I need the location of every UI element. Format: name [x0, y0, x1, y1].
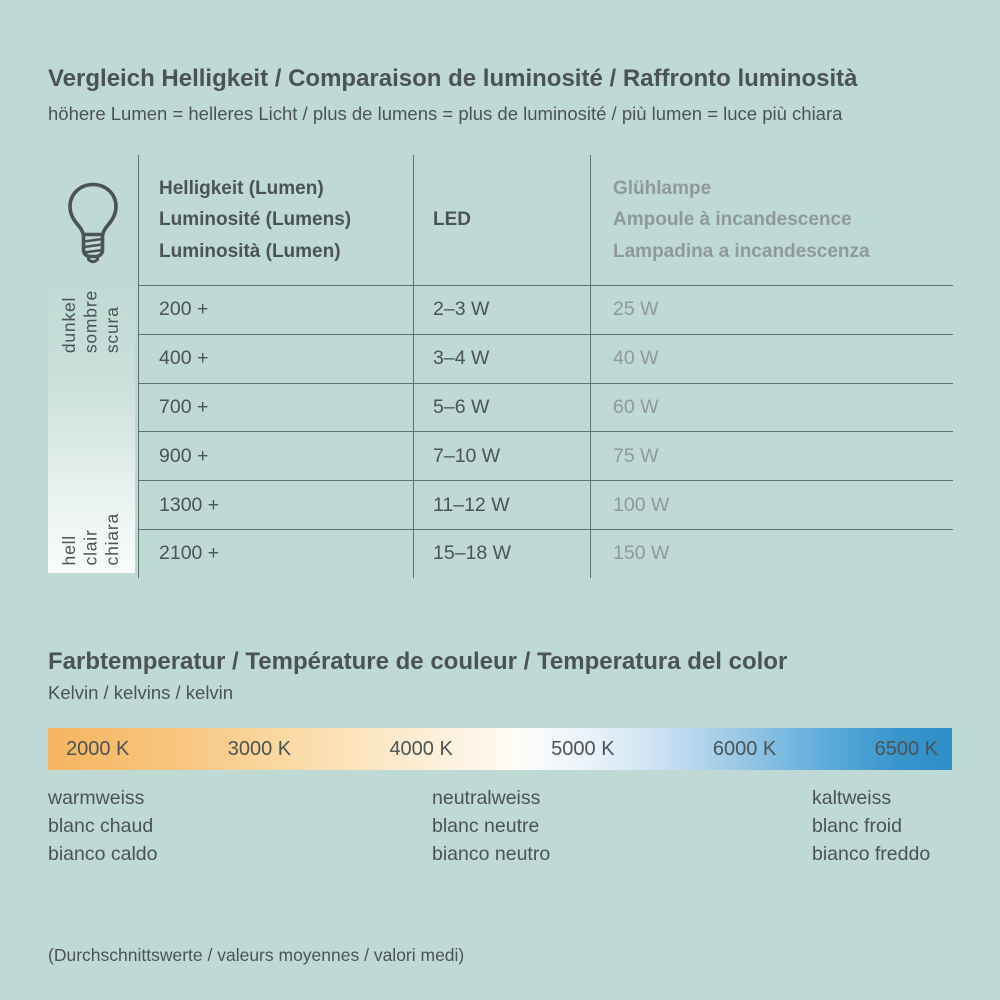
col-header-led: LED	[413, 155, 591, 286]
col-header-incandescent: Glühlampe Ampoule à incandescence Lampad…	[590, 155, 953, 286]
kelvin-tick: 6000 K	[712, 737, 777, 760]
scale-label-bright: hell clair chiara	[59, 512, 123, 565]
zone-neutral-white: neutralweiss blanc neutre bianco neutro	[432, 787, 551, 865]
incandescent-watt-value: 75 W	[590, 431, 953, 481]
table-row: 900 + 7–10 W 75 W	[138, 431, 953, 481]
kelvin-subtitle: Kelvin / kelvins / kelvin	[48, 682, 234, 703]
kelvin-tick: 4000 K	[389, 737, 453, 760]
lumen-value: 700 +	[138, 382, 414, 432]
footer-note: (Durchschnittswerte / valeurs moyennes /…	[48, 945, 465, 965]
kelvin-gradient-bar: 2000 K 3000 K 4000 K 5000 K 6000 K 6500 …	[48, 728, 952, 770]
led-watt-value: 7–10 W	[413, 431, 591, 481]
content: Vergleich Helligkeit / Comparaison de lu…	[48, 65, 953, 965]
kelvin-tick: 6500 K	[874, 737, 938, 760]
incandescent-watt-value: 25 W	[590, 285, 953, 335]
header-row: Helligkeit (Lumen) Luminosité (Lumens) L…	[138, 155, 953, 286]
led-watt-value: 2–3 W	[413, 285, 591, 335]
brightness-subtitle: höhere Lumen = helleres Licht / plus de …	[48, 103, 843, 124]
table-row: 400 + 3–4 W 40 W	[138, 333, 953, 384]
scale-label-dark-wrap: dunkel sombre scura	[48, 290, 135, 353]
brightness-scale-strip: dunkel sombre scura hell clair chiara	[48, 285, 135, 573]
lumen-value: 2100 +	[138, 528, 414, 578]
led-watt-value: 11–12 W	[413, 480, 591, 530]
incandescent-watt-value: 40 W	[590, 333, 953, 384]
temperature-section-title: Farbtemperatur / Température de couleur …	[48, 648, 788, 675]
table-row: 1300 + 11–12 W 100 W	[138, 480, 953, 530]
lumen-value: 200 +	[138, 285, 414, 335]
led-watt-value: 3–4 W	[413, 333, 591, 384]
comparison-table: Helligkeit (Lumen) Luminosité (Lumens) L…	[138, 155, 953, 578]
table-row: 200 + 2–3 W 25 W	[138, 285, 953, 335]
incandescent-watt-value: 60 W	[590, 382, 953, 432]
kelvin-tick: 5000 K	[551, 737, 615, 760]
lumen-comparison-table: dunkel sombre scura hell clair chiara He…	[48, 155, 953, 578]
col-header-lumen: Helligkeit (Lumen) Luminosité (Lumens) L…	[138, 155, 414, 286]
kelvin-tick: 2000 K	[66, 737, 130, 760]
incandescent-watt-value: 150 W	[590, 528, 953, 578]
light-bulb-icon	[68, 182, 118, 264]
lumen-value: 400 +	[138, 333, 414, 384]
lumen-value: 1300 +	[138, 480, 414, 530]
table-row: 700 + 5–6 W 60 W	[138, 382, 953, 432]
temperature-zone-labels: warmweiss blanc chaud bianco caldo neutr…	[48, 784, 952, 868]
scale-label-bright-wrap: hell clair chiara	[48, 513, 135, 565]
lumen-value: 900 +	[138, 431, 414, 481]
kelvin-tick: 3000 K	[227, 737, 292, 760]
scale-label-dark: dunkel sombre scura	[59, 290, 123, 354]
led-watt-value: 15–18 W	[413, 528, 591, 578]
led-watt-value: 5–6 W	[413, 382, 591, 432]
zone-warm-white: warmweiss blanc chaud bianco caldo	[48, 787, 158, 865]
zone-cold-white: kaltweiss blanc froid bianco freddo	[812, 787, 931, 865]
table-row: 2100 + 15–18 W 150 W	[138, 528, 953, 578]
brightness-section-title: Vergleich Helligkeit / Comparaison de lu…	[48, 65, 858, 92]
incandescent-watt-value: 100 W	[590, 480, 953, 530]
